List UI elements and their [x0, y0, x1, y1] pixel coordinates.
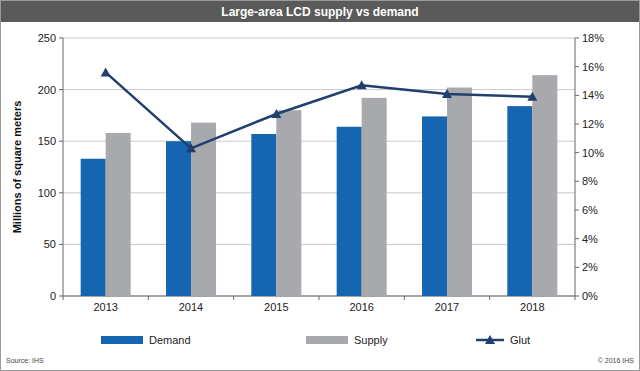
grid-line: [63, 89, 575, 90]
y-tick-label: 50: [44, 238, 56, 250]
x-tick-label: 2017: [435, 301, 459, 313]
x-tick: [319, 296, 320, 300]
marks: [81, 67, 558, 296]
y2-tick-label: 12%: [582, 118, 604, 130]
bar: [81, 159, 106, 296]
legend-swatch: [101, 336, 143, 344]
y2-tick-label: 0%: [582, 290, 598, 302]
y2-tick-label: 14%: [582, 89, 604, 101]
bar: [276, 110, 301, 296]
chart: Large-area LCD supply vs demand 0 50 100 150…: [0, 0, 640, 371]
x-tick: [404, 296, 405, 300]
x-tick-label: 2018: [520, 301, 544, 313]
y-tick: [59, 89, 63, 90]
bar: [251, 134, 276, 296]
y2-tick: [575, 124, 579, 125]
y2-tick: [575, 152, 579, 153]
legend-label: Glut: [510, 334, 530, 346]
y2-tick-label: 16%: [582, 61, 604, 73]
y2-tick: [575, 181, 579, 182]
y2-tick: [575, 296, 579, 297]
y-tick-label: 150: [38, 135, 56, 147]
y2-tick: [575, 238, 579, 239]
bar: [422, 116, 447, 296]
bar: [106, 133, 131, 296]
legend-swatch: [306, 336, 348, 344]
marker: [186, 143, 196, 152]
bar: [447, 88, 472, 296]
x-tick: [489, 296, 490, 300]
title: Large-area LCD supply vs demand: [221, 5, 418, 19]
marker: [357, 80, 367, 89]
y-tick-label: 250: [38, 32, 56, 44]
marker: [442, 89, 452, 98]
y-tick: [59, 244, 63, 245]
x-tick: [63, 296, 64, 300]
y2-tick-label: 8%: [582, 175, 598, 187]
marker: [101, 67, 111, 76]
legend-label: Demand: [149, 334, 191, 346]
copyright: © 2016 IHS: [598, 357, 635, 364]
x-tick: [575, 296, 576, 300]
y-axis: [63, 38, 64, 296]
x-tick-label: 2015: [264, 301, 288, 313]
legend-label: Supply: [354, 334, 388, 346]
y-tick-label: 200: [38, 84, 56, 96]
y2-tick-label: 2%: [582, 261, 598, 273]
frame: [1, 1, 640, 371]
y2-tick: [575, 210, 579, 211]
grid-line: [63, 38, 575, 39]
y2-tick-label: 4%: [582, 233, 598, 245]
y2-tick: [575, 95, 579, 96]
legend-swatch: [485, 335, 495, 344]
y-tick: [59, 38, 63, 39]
y-tick-label: 100: [38, 187, 56, 199]
bar: [191, 123, 216, 296]
y-tick: [59, 296, 63, 297]
source: Source: IHS: [6, 357, 44, 364]
bar: [507, 106, 532, 296]
y2-tick: [575, 66, 579, 67]
bar: [362, 98, 387, 296]
grid-line: [63, 192, 575, 193]
bar: [337, 127, 362, 296]
bar: [166, 141, 191, 296]
y2-tick-label: 10%: [582, 147, 604, 159]
y2-tick: [575, 38, 579, 39]
grid-line: [63, 141, 575, 142]
x-tick: [148, 296, 149, 300]
y2-axis: [575, 38, 576, 296]
x-tick-label: 2014: [179, 301, 203, 313]
line: [106, 72, 533, 148]
marker: [271, 109, 281, 118]
y-axis-label: Millions of square meters: [11, 101, 23, 234]
y2-tick-label: 18%: [582, 32, 604, 44]
y-tick: [59, 141, 63, 142]
y2-tick: [575, 267, 579, 268]
x-tick-label: 2016: [349, 301, 373, 313]
title-band: [1, 1, 639, 22]
x-tick-label: 2013: [93, 301, 117, 313]
y2-tick-label: 6%: [582, 204, 598, 216]
x-tick: [233, 296, 234, 300]
y-tick-label: 0: [50, 290, 56, 302]
marker: [527, 92, 537, 101]
bar: [532, 75, 557, 296]
grid-line: [63, 244, 575, 245]
y-tick: [59, 192, 63, 193]
